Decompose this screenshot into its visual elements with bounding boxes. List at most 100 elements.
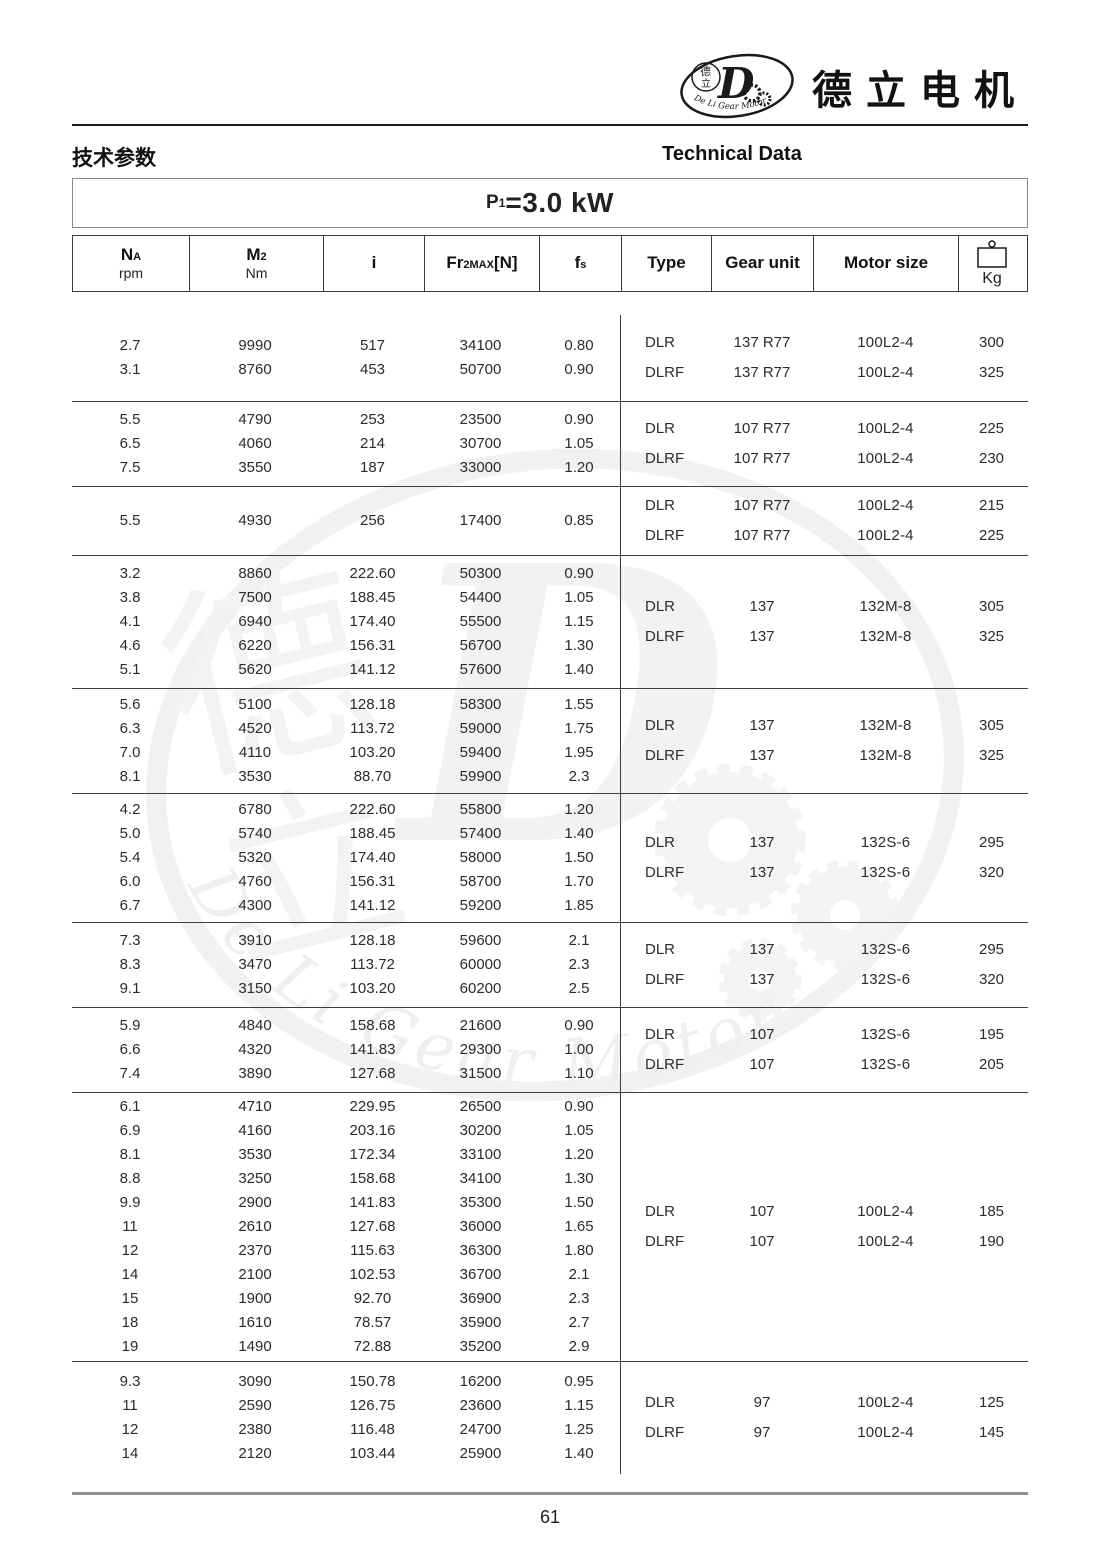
data-row: DLR 137 132S-6 295: [621, 938, 1026, 962]
cell-m2-nm: 3550: [238, 459, 272, 476]
cell-na-rpm: 5.0: [119, 825, 141, 842]
col-header-na: NA rpm: [73, 236, 189, 291]
na-unit: rpm: [118, 264, 144, 281]
col-header-i: i: [323, 236, 424, 291]
table-bottom-rule: [72, 1492, 1028, 1495]
data-row: DLR 137 R77 100L2-4 300: [621, 331, 1026, 355]
cell-na-rpm: 9.9: [119, 1194, 141, 1211]
cell-fr2max: 30700: [459, 435, 502, 452]
data-row: 8.3 3470 113.72 60000 2.3: [72, 953, 620, 977]
cell-na-rpm: 8.1: [119, 1146, 141, 1163]
data-row: DLRF 107 100L2-4 190: [621, 1230, 1026, 1254]
cell-fr2max: 60200: [459, 980, 502, 997]
cell-motor-size: 132M-8: [859, 628, 912, 645]
cell-m2-nm: 2900: [238, 1194, 272, 1211]
cell-ratio-i: 188.45: [349, 589, 396, 606]
cell-fs: 1.15: [564, 1397, 594, 1414]
cell-weight-kg: 195: [978, 1026, 1005, 1043]
cell-type: DLR: [645, 1203, 676, 1220]
cell-motor-size: 132S-6: [860, 971, 911, 988]
col-header-kg: Kg: [958, 236, 1025, 291]
cell-motor-size: 132S-6: [860, 834, 911, 851]
cell-motor-size: 132S-6: [860, 1056, 911, 1073]
cell-fr2max: 34100: [459, 337, 502, 354]
data-row: DLRF 107 R77 100L2-4 230: [621, 447, 1026, 471]
cell-type: DLRF: [645, 1056, 685, 1073]
na-symbol: N: [120, 244, 134, 264]
group-right-values: DLR 97 100L2-4 125 DLRF 97 100L2-4 145: [620, 1362, 1026, 1474]
data-row: DLRF 107 R77 100L2-4 225: [621, 524, 1026, 548]
cell-weight-kg: 125: [978, 1394, 1005, 1411]
data-row: 3.2 8860 222.60 50300 0.90: [72, 562, 620, 586]
cell-na-rpm: 7.3: [119, 932, 141, 949]
cell-fs: 2.3: [568, 956, 590, 973]
table-header-row: NA rpm M2 Nm i Fr2MAX[N] fs Type Gear un…: [72, 235, 1028, 292]
group-right-values: DLR 107 132S-6 195 DLRF 107 132S-6 205: [620, 1008, 1026, 1092]
cell-ratio-i: 453: [359, 361, 386, 378]
section-title-cn: 技术参数: [72, 147, 156, 170]
cell-gear-unit: 107: [749, 1056, 775, 1073]
data-row: 4.1 6940 174.40 55500 1.15: [72, 610, 620, 634]
data-row: 6.6 4320 141.83 29300 1.00: [72, 1038, 620, 1062]
cell-na-rpm: 5.4: [119, 849, 141, 866]
cell-m2-nm: 3530: [238, 1146, 272, 1163]
cell-na-rpm: 14: [121, 1445, 139, 1462]
cell-na-rpm: 5.5: [119, 411, 141, 428]
cell-weight-kg: 145: [978, 1424, 1005, 1441]
cell-m2-nm: 4760: [238, 873, 272, 890]
cell-ratio-i: 517: [359, 337, 386, 354]
cell-motor-size: 100L2-4: [857, 1203, 914, 1220]
data-row: 11 2590 126.75 23600 1.15: [72, 1394, 620, 1418]
weight-icon: [977, 239, 1007, 268]
data-row: DLR 137 132M-8 305: [621, 714, 1026, 738]
cell-m2-nm: 2380: [238, 1421, 272, 1438]
header-rule: [72, 124, 1028, 126]
data-row: DLR 107 R77 100L2-4 225: [621, 417, 1026, 441]
group-left-values: 3.2 8860 222.60 50300 0.90 3.8 7500 188.45 54400…: [72, 556, 620, 688]
data-row: 6.0 4760 156.31 58700 1.70: [72, 870, 620, 894]
table-group: 4.2 6780 222.60 55800 1.20 5.0 5740 188.45 57400…: [72, 793, 1028, 922]
cell-fs: 1.40: [564, 825, 594, 842]
cell-weight-kg: 320: [978, 971, 1005, 988]
cell-gear-unit: 107: [749, 1026, 775, 1043]
cell-ratio-i: 187: [359, 459, 386, 476]
cell-fr2max: 55800: [459, 801, 502, 818]
cell-fr2max: 36900: [459, 1290, 502, 1307]
cell-motor-size: 100L2-4: [857, 1233, 914, 1250]
data-row: 4.2 6780 222.60 55800 1.20: [72, 798, 620, 822]
cell-na-rpm: 7.0: [119, 744, 141, 761]
cell-fs: 1.30: [564, 637, 594, 654]
cell-gear-unit: 107 R77: [733, 420, 791, 437]
data-row: 7.0 4110 103.20 59400 1.95: [72, 741, 620, 765]
cell-fr2max: 54400: [459, 589, 502, 606]
group-left-values: 2.7 9990 517 34100 0.80 3.1 8760 453 50700 0.90: [72, 315, 620, 401]
data-row: 11 2610 127.68 36000 1.65: [72, 1215, 620, 1239]
cell-ratio-i: 127.68: [349, 1065, 396, 1082]
cell-m2-nm: 3910: [238, 932, 272, 949]
cell-m2-nm: 3250: [238, 1170, 272, 1187]
cell-fr2max: 26500: [459, 1098, 502, 1115]
cell-fr2max: 36000: [459, 1218, 502, 1235]
cell-fr2max: 55500: [459, 613, 502, 630]
col-header-m2: M2 Nm: [189, 236, 323, 291]
cell-type: DLR: [645, 1026, 676, 1043]
cell-type: DLRF: [645, 971, 685, 988]
group-left-values: 5.9 4840 158.68 21600 0.90 6.6 4320 141.83 29300…: [72, 1008, 620, 1092]
data-row: 2.7 9990 517 34100 0.80: [72, 334, 620, 358]
power-rating-box: P 1 =3.0 kW: [72, 178, 1028, 228]
cell-fr2max: 60000: [459, 956, 502, 973]
brand-logo-icon: 德 立 D De Li Gear Motor: [680, 53, 794, 119]
cell-na-rpm: 18: [121, 1314, 139, 1331]
cell-na-rpm: 6.9: [119, 1122, 141, 1139]
cell-ratio-i: 203.16: [349, 1122, 396, 1139]
group-left-values: 7.3 3910 128.18 59600 2.1 8.3 3470 113.72 60000 2…: [72, 923, 620, 1007]
cell-ratio-i: 214: [359, 435, 386, 452]
power-value: =3.0 kW: [505, 187, 614, 218]
cell-fs: 1.65: [564, 1218, 594, 1235]
cell-fs: 1.55: [564, 696, 594, 713]
group-right-values: DLR 137 R77 100L2-4 300 DLRF 137 R77 100L2-4 32…: [620, 315, 1026, 401]
cell-type: DLR: [645, 420, 676, 437]
table-body: 2.7 9990 517 34100 0.80 3.1 8760 453 50700 0.90 DL…: [72, 315, 1028, 1474]
group-left-values: 9.3 3090 150.78 16200 0.95 11 2590 126.75 23600 1…: [72, 1362, 620, 1474]
cell-weight-kg: 215: [978, 497, 1005, 514]
